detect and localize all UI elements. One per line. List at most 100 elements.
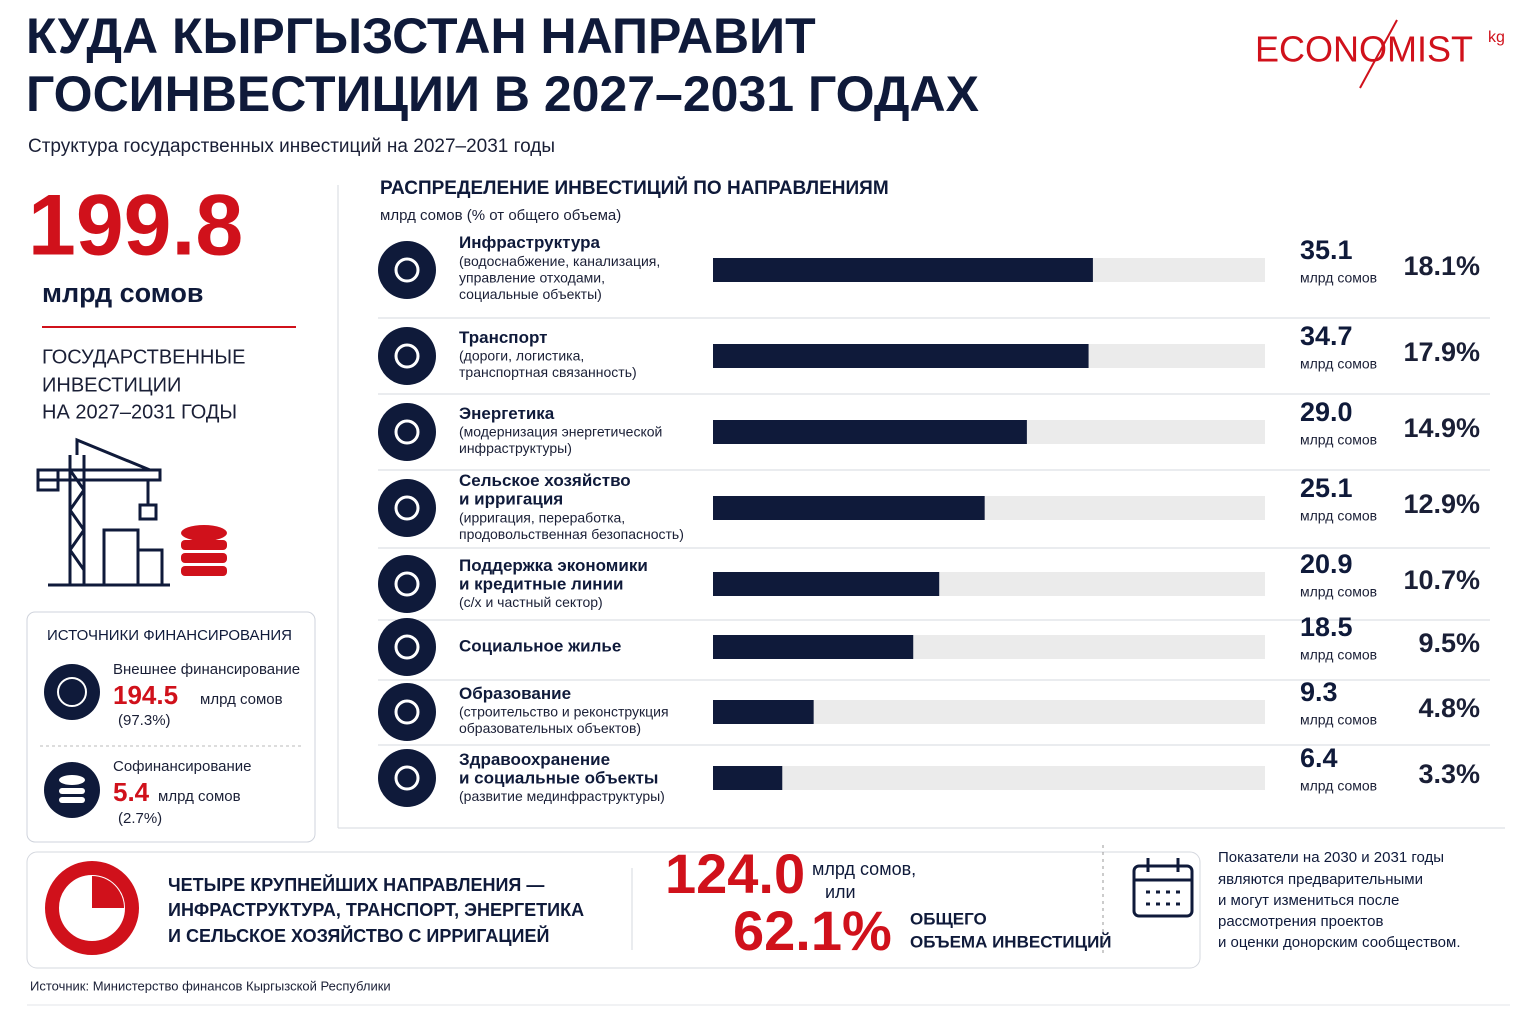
crane-illustration	[36, 437, 170, 587]
category-icon	[378, 403, 436, 461]
share-label: 9.5%	[1418, 628, 1480, 658]
highlight-text: ЧЕТЫРЕ КРУПНЕЙШИХ НАПРАВЛЕНИЯ —	[168, 874, 544, 895]
pie-icon	[92, 876, 124, 908]
highlight-share: 62.1%	[733, 899, 892, 962]
highlight-text: ИНФРАСТРУКТУРА, ТРАНСПОРТ, ЭНЕРГЕТИКА	[168, 900, 584, 920]
category-icon	[378, 555, 436, 613]
category-label: Инфраструктура	[459, 233, 600, 252]
category-icon	[378, 479, 436, 537]
subtitle: Структура государственных инвестиций на …	[28, 136, 555, 157]
value-unit: млрд сомов	[1300, 712, 1377, 728]
category-icon	[378, 618, 436, 676]
summary-box	[26, 851, 1201, 969]
value-label: 6.4	[1300, 743, 1338, 773]
total-label: ГОСУДАРСТВЕННЫЕ	[42, 346, 245, 368]
category-description: продовольственная безопасность)	[459, 526, 684, 542]
globe-icon	[44, 664, 100, 720]
funding-amount: 5.4	[113, 777, 150, 807]
value-unit: млрд сомов	[1300, 432, 1377, 448]
funding-title: ИСТОЧНИКИ ФИНАНСИРОВАНИЯ	[47, 627, 292, 644]
bar	[713, 496, 985, 520]
highlight-or: или	[825, 882, 856, 902]
category-label: Транспорт	[459, 328, 547, 347]
total-label: НА 2027–2031 ГОДЫ	[42, 401, 237, 423]
chart-rows: Инфраструктура(водоснабжение, канализаци…	[378, 233, 1490, 807]
category-description: (дороги, логистика,	[459, 348, 584, 364]
highlight-unit: млрд сомов,	[812, 859, 916, 879]
bar	[713, 766, 783, 790]
coins-icon	[181, 525, 227, 576]
category-label: и кредитные линии	[459, 574, 623, 593]
category-description: инфраструктуры)	[459, 440, 572, 456]
highlight-amount: 124.0	[665, 842, 805, 905]
category-icon	[394, 419, 420, 445]
funding-box	[26, 611, 316, 843]
calendar-icon	[1132, 858, 1194, 918]
value-label: 29.0	[1300, 397, 1353, 427]
share-label: 17.9%	[1403, 337, 1480, 367]
total-amount: 199.8	[28, 178, 243, 274]
funding-label: Софинансирование	[113, 758, 252, 775]
bar	[713, 420, 1027, 444]
funding-label: Внешнее финансирование	[113, 661, 300, 678]
value-label: 20.9	[1300, 549, 1353, 579]
category-description: транспортная связанность)	[459, 364, 637, 380]
title: ГОСИНВЕСТИЦИИ В 2027–2031 ГОДАХ	[26, 66, 979, 122]
category-description: (модернизация энергетической	[459, 424, 662, 440]
note: и могут измениться после	[1218, 892, 1399, 909]
logo-sup: kg	[1488, 29, 1505, 46]
note: являются предварительными	[1218, 871, 1423, 888]
category-label: и ирригация	[459, 490, 563, 509]
total-unit: млрд сомов	[42, 278, 203, 308]
bar	[713, 344, 1089, 368]
pie-icon	[45, 861, 139, 955]
funding-share: (2.7%)	[118, 810, 162, 827]
value-label: 18.5	[1300, 612, 1353, 642]
category-icon	[378, 327, 436, 385]
bar	[713, 635, 914, 659]
chart-subtitle: млрд сомов (% от общего объема)	[380, 207, 621, 224]
highlight-share-text: ОБЩЕГО	[910, 909, 987, 928]
funding-unit: млрд сомов	[158, 788, 241, 805]
category-label: и социальные объекты	[459, 768, 658, 787]
source: Источник: Министерство финансов Кыргызск…	[30, 978, 391, 993]
total-label: ИНВЕСТИЦИИ	[42, 374, 181, 396]
share-label: 10.7%	[1403, 565, 1480, 595]
category-icon	[394, 699, 420, 725]
logo: ECONOMIST	[1255, 29, 1473, 70]
share-label: 12.9%	[1403, 489, 1480, 519]
logo-slash	[1359, 19, 1398, 89]
category-icon	[394, 634, 420, 660]
category-label: Поддержка экономики	[459, 556, 648, 575]
category-label: Социальное жилье	[459, 636, 621, 655]
category-label: Здравоохранение	[459, 750, 610, 769]
value-unit: млрд сомов	[1300, 508, 1377, 524]
highlight-share-text: ОБЪЕМА ИНВЕСТИЦИЙ	[910, 932, 1112, 951]
share-label: 4.8%	[1418, 693, 1480, 723]
category-icon	[394, 495, 420, 521]
category-description: (строительство и реконструкция	[459, 704, 669, 720]
funding-unit: млрд сомов	[200, 691, 283, 708]
value-unit: млрд сомов	[1300, 778, 1377, 794]
funding-amount: 194.5	[113, 680, 178, 710]
value-label: 35.1	[1300, 235, 1353, 265]
bar	[713, 258, 1093, 282]
value-unit: млрд сомов	[1300, 270, 1377, 286]
bar	[713, 700, 814, 724]
value-label: 9.3	[1300, 677, 1338, 707]
bar-track	[713, 766, 1265, 790]
value-unit: млрд сомов	[1300, 584, 1377, 600]
category-icon	[378, 683, 436, 741]
category-description: (ирригация, переработка,	[459, 509, 625, 525]
share-label: 3.3%	[1418, 759, 1480, 789]
share-label: 18.1%	[1403, 251, 1480, 281]
category-description: управление отходами,	[459, 269, 605, 285]
category-description: (развитие мединфраструктуры)	[459, 788, 665, 804]
category-label: Энергетика	[459, 404, 555, 423]
funding-share: (97.3%)	[118, 712, 171, 729]
category-icon	[378, 241, 436, 299]
coins-icon	[59, 775, 85, 785]
note: Показатели на 2030 и 2031 годы	[1218, 849, 1444, 866]
